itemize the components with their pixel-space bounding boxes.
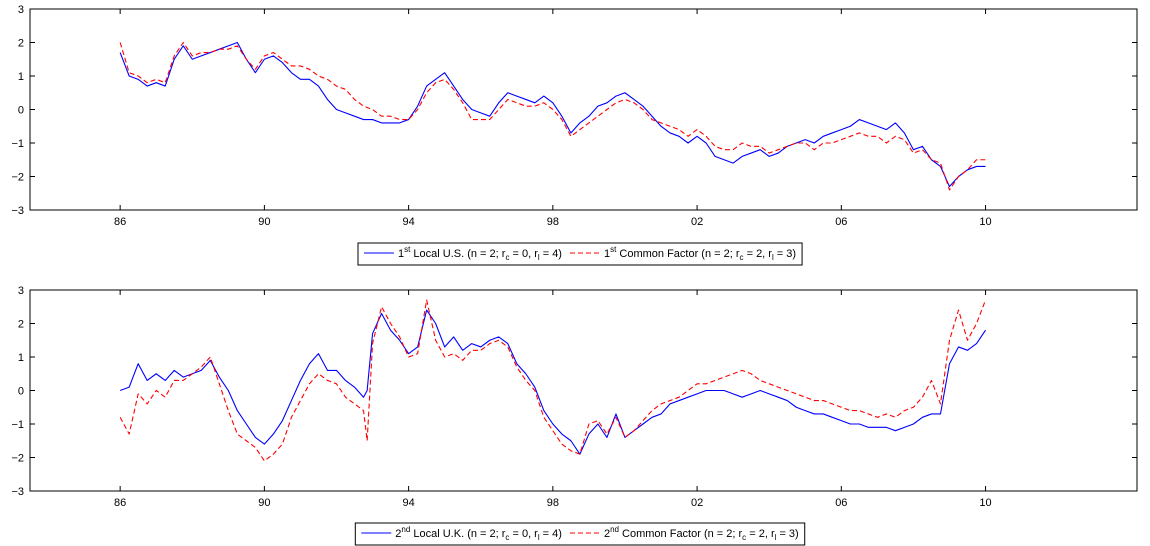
legend-entry-2: 2nd Common Factor (n = 2; rc = 2, rl = 3… <box>604 525 799 542</box>
x-tick-label: 02 <box>691 497 703 509</box>
y-tick-label: −1 <box>11 138 24 150</box>
chart-panel-1: 86 90 94 98 02 06 10 −3 −2 −1 0 1 2 3 1st Local U.S. (… <box>11 4 1138 266</box>
y-tick-label: 1 <box>18 352 24 364</box>
series-line-1 <box>119 41 986 188</box>
y-tick-label: 3 <box>18 4 24 16</box>
series-line-2 <box>119 299 987 462</box>
chart-panel-2: 86 90 94 98 02 06 10 −3 −2 −1 0 1 2 3 2nd Local U.K. (… <box>11 285 1138 546</box>
y-tick-label: 1 <box>18 71 24 83</box>
x-tick-label: 86 <box>114 497 126 509</box>
y-tick-label: 0 <box>18 386 24 398</box>
x-tick-label: 06 <box>835 216 847 228</box>
y-tick-label: 2 <box>18 38 24 50</box>
legend: 1st Local U.S. (n = 2; rc = 0, rl = 4) 1s… <box>357 242 803 266</box>
x-tick-label: 10 <box>979 497 991 509</box>
x-tick-label: 06 <box>835 497 847 509</box>
y-tick-label: 3 <box>18 285 24 297</box>
x-tick-label: 90 <box>258 497 270 509</box>
y-tick-label: −3 <box>11 486 24 498</box>
legend-entry-1: 1st Local U.S. (n = 2; rc = 0, rl = 4) <box>398 245 562 262</box>
x-tick-label: 94 <box>402 497 414 509</box>
legend: 2nd Local U.K. (n = 2; rc = 0, rl = 4) 2n… <box>354 522 806 546</box>
y-tick-label: 2 <box>18 319 24 331</box>
y-tick-label: 0 <box>18 105 24 117</box>
y-tick-label: −1 <box>11 419 24 431</box>
plot-area-frame <box>29 8 1138 211</box>
plot-area-frame <box>29 289 1138 492</box>
legend-entry-2: 1st Common Factor (n = 2; rc = 2, rl = 3… <box>604 245 796 262</box>
legend-entry-1: 2nd Local U.K. (n = 2; rc = 0, rl = 4) <box>395 525 562 542</box>
series-line-2 <box>119 41 986 191</box>
x-tick-label: 98 <box>547 216 559 228</box>
y-tick-label: −2 <box>11 453 24 465</box>
y-tick-label: −2 <box>11 172 24 184</box>
legend-box <box>354 522 806 546</box>
y-tick-label: −3 <box>11 205 24 217</box>
legend-entries: 2nd Local U.K. (n = 2; rc = 0, rl = 4) 2n… <box>361 525 799 542</box>
x-tick-label: 02 <box>691 216 703 228</box>
series-line-1 <box>119 309 987 455</box>
x-tick-label: 98 <box>547 497 559 509</box>
legend-box <box>357 242 803 266</box>
x-tick-label: 10 <box>979 216 991 228</box>
x-tick-label: 94 <box>402 216 414 228</box>
legend-entries: 1st Local U.S. (n = 2; rc = 0, rl = 4) 1s… <box>364 245 796 262</box>
x-tick-label: 86 <box>114 216 126 228</box>
x-tick-label: 90 <box>258 216 270 228</box>
